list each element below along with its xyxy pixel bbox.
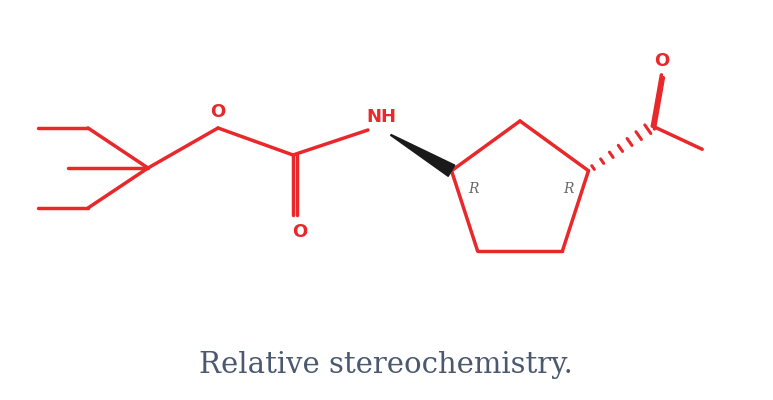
- Text: O: O: [292, 223, 308, 241]
- Text: O: O: [210, 103, 226, 121]
- Text: O: O: [654, 52, 669, 70]
- Text: Relative stereochemistry.: Relative stereochemistry.: [199, 351, 573, 379]
- Text: R: R: [468, 182, 478, 196]
- Text: R: R: [564, 182, 574, 196]
- Polygon shape: [390, 134, 455, 176]
- Text: NH: NH: [366, 108, 396, 126]
